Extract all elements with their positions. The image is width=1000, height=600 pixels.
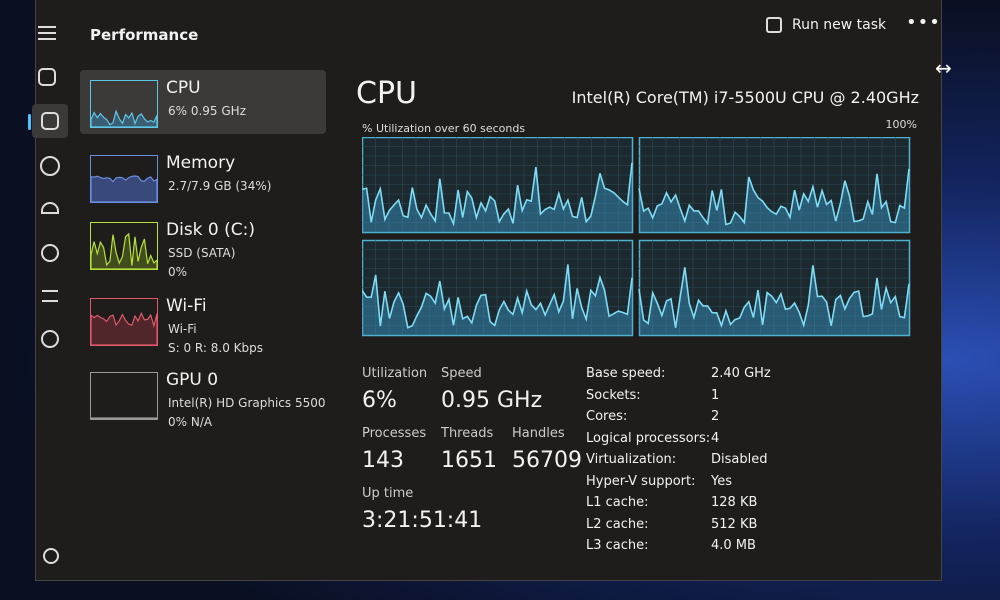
thumbnail-line [90,311,158,346]
resource-thumbnail [90,80,158,128]
graph-line [362,162,633,227]
more-button[interactable]: ••• [906,12,941,33]
detail-label: Virtualization: [586,452,677,467]
thumbnail-line [90,417,158,420]
resource-info: SSD (SATA) [168,246,236,260]
detail-value: 128 KB [711,495,758,510]
resource-info: 0% [168,265,188,279]
performance-tab[interactable] [32,104,68,138]
resource-thumbnail [90,222,158,270]
resource-thumbnail [90,372,158,420]
graph-frame [362,239,634,337]
stat-value: 6% [362,388,397,413]
run-task-label: Run new task [792,17,887,33]
menu-button[interactable] [38,26,56,40]
thumbnail-line [90,109,158,128]
resource-name: GPU 0 [166,370,219,390]
detail-value: 2 [711,409,720,424]
resource-name: Wi-Fi [166,296,207,316]
thumbnail-graph [90,109,158,128]
thumbnail-graph [90,311,158,346]
detail-label: L2 cache: [586,516,649,532]
detail-value: 512 KB [711,516,758,532]
stat-label: Threads [441,426,494,441]
resource-item[interactable]: Memory 2.7/7.9 GB (34%) [80,145,326,209]
thumbnail-line [90,175,158,203]
resource-item[interactable]: Disk 0 (C:) SSD (SATA) 0% [80,212,326,279]
resource-info: Intel(R) HD Graphics 5500 [168,396,326,410]
stat-label: Up time [362,486,414,501]
graph-area [362,162,632,232]
run-new-task-button[interactable]: Run new task [766,14,906,38]
resource-thumbnail [90,155,158,203]
services-icon[interactable] [41,330,59,348]
detail-label: Sockets: [586,387,641,403]
detail-label: L1 cache: [586,495,649,510]
stat-value: 1651 [441,448,497,473]
app-history-icon[interactable] [40,156,60,176]
detail-value: 4 [711,430,720,446]
resource-item[interactable]: GPU 0 Intel(R) HD Graphics 5500 0% N/A [80,362,326,429]
graph-area [362,264,632,335]
resize-cursor: ↔ [935,56,952,80]
graph-line [638,265,910,329]
run-task-icon [766,17,782,33]
resource-item[interactable]: CPU 6% 0.95 GHz [80,70,326,134]
resource-item[interactable]: Wi-Fi Wi-Fi S: 0 R: 8.0 Kbps [80,288,326,355]
resource-info: 6% 0.95 GHz [168,104,247,118]
resource-name: CPU [166,78,201,98]
stat-label: Processes [362,426,427,441]
cpu-graphs [362,137,911,337]
detail-label: L3 cache: [586,538,649,553]
stat-value: 3:21:51:41 [362,508,483,533]
graph-line [638,168,910,226]
users-icon[interactable] [41,244,59,262]
stat-label: Handles [512,426,565,441]
graph-label: % Utilization over 60 seconds [362,122,526,135]
detail-value: Yes [711,473,732,489]
graph-area [639,168,909,232]
resource-info: S: 0 R: 8.0 Kbps [168,341,264,355]
graph-frame [638,239,911,337]
resource-info: Wi-Fi [168,322,197,336]
stat-label: Utilization [362,366,428,381]
resource-title: CPU [356,76,417,111]
thumbnail-graph [90,417,158,420]
thumbnail-graph [90,232,158,270]
detail-label: Hyper-V support: [586,473,696,489]
resource-info: 2.7/7.9 GB (34%) [168,179,272,193]
resource-name: Memory [166,153,236,173]
details-icon[interactable] [42,290,58,302]
selected-indicator [28,114,31,130]
cpu-model: Intel(R) Core(TM) i7-5500U CPU @ 2.40GHz [571,88,919,107]
detail-value: 1 [711,387,720,403]
stat-label: Speed [441,366,482,381]
page-title: Performance [90,26,199,44]
detail-label: Base speed: [586,366,666,381]
stat-value: 56709 [512,448,582,473]
startup-icon[interactable] [41,202,59,214]
thumbnail-line [90,232,158,270]
detail-value: 2.40 GHz [711,366,771,381]
detail-value: Disabled [711,452,768,467]
resource-name: Disk 0 (C:) [166,220,256,240]
task-manager-window: Performance Run new task ••• CPU 6% 0.95 … [28,0,942,581]
resource-thumbnail [90,298,158,346]
stat-value: 0.95 GHz [441,388,543,413]
graph-line [362,264,633,329]
detail-value: 4.0 MB [711,538,756,553]
resource-info: 0% N/A [168,415,213,429]
detail-label: Cores: [586,409,628,424]
stat-value: 143 [362,448,404,473]
performance-icon[interactable] [41,112,59,130]
processes-icon[interactable] [38,68,56,86]
graph-max: 100% [885,118,917,131]
thumbnail-graph [90,175,158,203]
detail-label: Logical processors: [586,430,711,446]
settings-icon[interactable] [43,548,59,564]
